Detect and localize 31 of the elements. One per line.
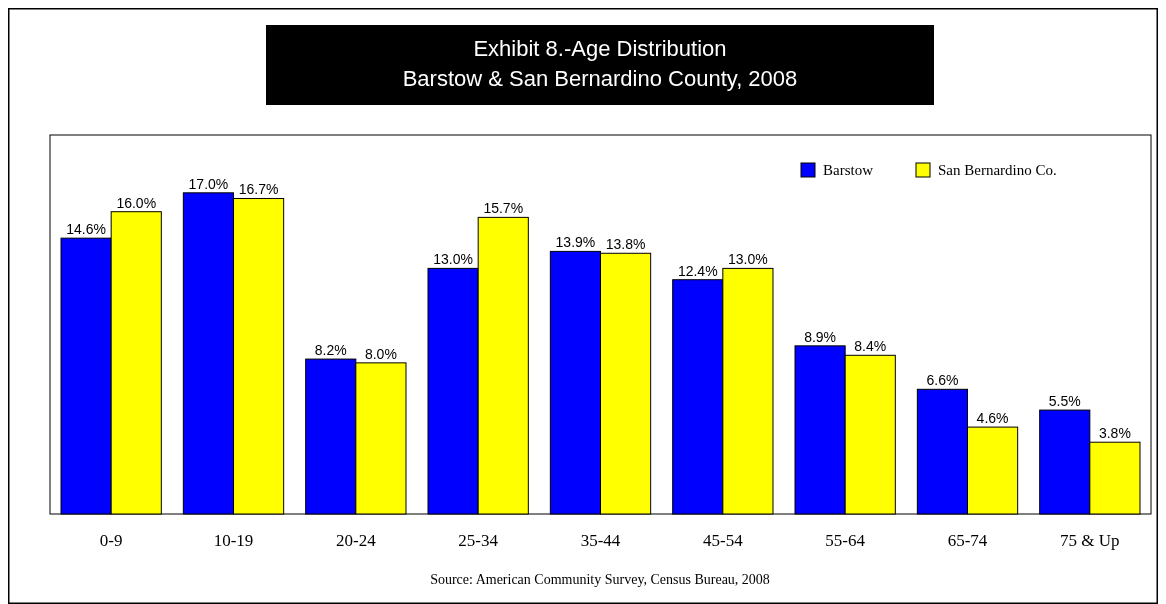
source-note: Source: American Community Survey, Census Bureau, 2008 [430,572,770,587]
data-label: 17.0% [188,175,229,192]
chart-title: Exhibit 8.-Age Distribution Barstow & San Bernardino County, 2008 [402,36,798,91]
x-tick-label: 65-74 [947,531,988,550]
data-label: 13.0% [728,251,768,268]
x-tick-label: 45-54 [703,531,744,550]
data-label: 8.9% [804,328,837,345]
data-label: 8.2% [314,342,347,359]
data-label: 6.6% [926,372,959,389]
data-label: 12.4% [677,262,718,279]
data-label: 15.7% [483,200,524,217]
data-label: 8.4% [854,338,887,355]
data-label: 14.6% [66,221,106,238]
x-tick-label: 25-34 [458,531,499,550]
data-label: 13.9% [555,234,596,251]
x-tick-label: 75 & Up [1060,531,1120,550]
data-label: 4.6% [976,410,1009,427]
data-label: 13.8% [605,236,646,253]
x-tick-label: 0-9 [99,531,123,550]
data-label: 16.0% [116,194,157,211]
data-label: 3.8% [1098,425,1131,442]
data-label: 5.5% [1048,393,1081,410]
x-tick-label: 10-19 [213,531,254,550]
legend-label: San Bernardino Co. [938,162,1057,178]
data-label: 13.0% [433,251,473,268]
data-label: 16.7% [238,181,279,198]
data-label: 8.0% [364,345,397,362]
x-tick-label: 35-44 [580,531,621,550]
x-tick-label: 55-64 [825,531,866,550]
legend-label: Barstow [823,162,874,178]
x-tick-label: 20-24 [336,531,377,550]
